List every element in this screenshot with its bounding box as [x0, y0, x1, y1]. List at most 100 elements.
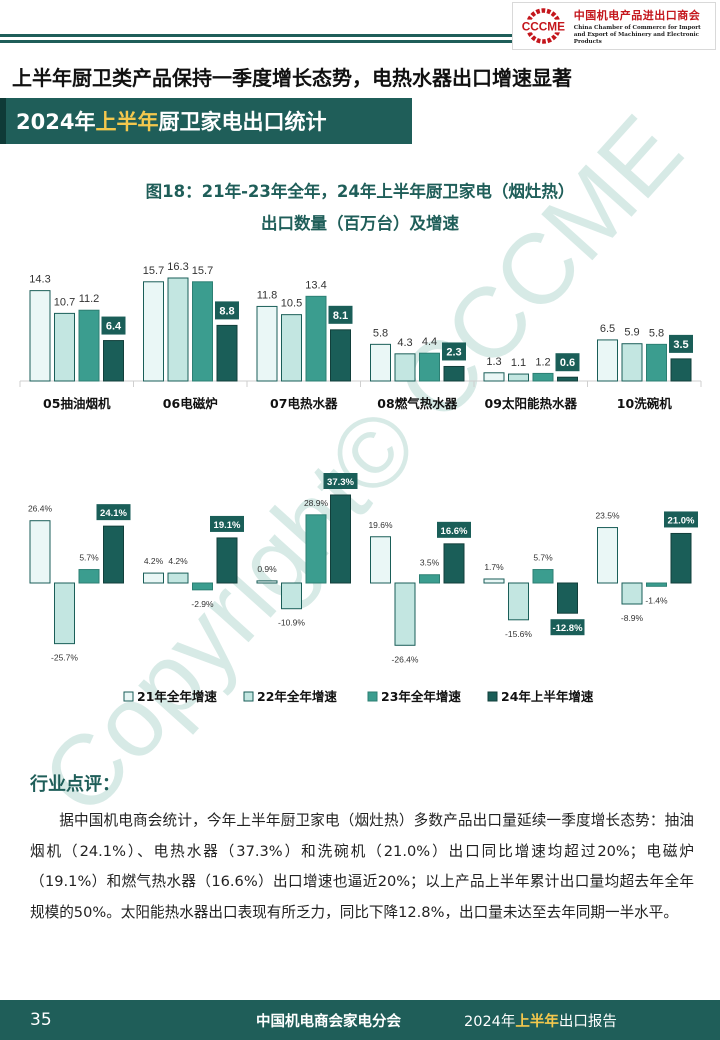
- quantity-data-label: 0.6: [560, 357, 575, 369]
- growth-data-label: 1.7%: [484, 562, 504, 572]
- quantity-data-label: 3.5: [673, 339, 688, 351]
- category-label: 10洗碗机: [617, 396, 672, 411]
- growth-data-label: 19.6%: [368, 520, 393, 530]
- growth-data-label: 23.5%: [595, 511, 620, 521]
- legend-label: 22年全年增速: [257, 689, 337, 704]
- growth-data-label: 28.9%: [304, 498, 329, 508]
- growth-data-label: 26.4%: [28, 504, 53, 514]
- growth-data-label: -12.8%: [552, 623, 583, 634]
- quantity-data-label: 10.5: [281, 298, 302, 310]
- quantity-bar: [78, 309, 100, 382]
- legend-swatch: [487, 691, 498, 702]
- quantity-label-box: [555, 353, 580, 372]
- quantity-data-label: 11.2: [79, 293, 100, 305]
- growth-data-label: 24.1%: [100, 508, 127, 519]
- quantity-label-box: [101, 316, 126, 335]
- figure-title-line1: 图18：21年-23年全年，24年上半年厨卫家电（烟灶热）: [145, 182, 575, 201]
- quantity-bar: [419, 352, 440, 382]
- category-label: 08燃气热水器: [377, 396, 457, 411]
- growth-label-box: [323, 473, 358, 489]
- quantity-data-label: 5.8: [649, 327, 664, 339]
- growth-bar: [419, 574, 440, 584]
- growth-bar: [256, 580, 278, 584]
- growth-data-label: 0.9%: [257, 564, 277, 574]
- quantity-data-label: 2.3: [446, 346, 461, 358]
- growth-data-label: 16.6%: [441, 526, 468, 537]
- quantity-data-label: 13.4: [305, 279, 326, 291]
- quantity-label-box: [328, 305, 353, 324]
- quantity-bar: [597, 339, 618, 382]
- growth-bar: [192, 582, 213, 591]
- footer-report-prefix: 2024年: [464, 1013, 516, 1030]
- growth-label-box: [437, 521, 471, 538]
- quantity-bar: [483, 372, 505, 382]
- growth-data-label: 21.0%: [668, 515, 695, 526]
- growth-bar: [508, 582, 529, 621]
- growth-bar: [557, 582, 578, 614]
- quantity-bar: [557, 376, 578, 382]
- legend-swatch: [367, 691, 378, 702]
- quantity-bar: [143, 281, 164, 382]
- legend-swatch: [123, 691, 134, 702]
- footer-org: 中国机电商会家电分会: [256, 1013, 401, 1030]
- growth-bar: [103, 525, 124, 584]
- cccme-logo: CCCME 中国机电产品进出口商会 China Chamber of Comme…: [512, 2, 716, 50]
- comment-body: 据中国机电商会统计，今年上半年厨卫家电（烟灶热）多数产品出口量延续一季度增长态势…: [30, 812, 694, 921]
- quantity-label-box: [215, 301, 239, 320]
- growth-data-label: -10.9%: [278, 618, 305, 628]
- growth-bar: [597, 527, 618, 584]
- quantity-data-label: 15.7: [192, 265, 213, 277]
- category-label: 06电磁炉: [163, 396, 218, 411]
- quantity-data-label: 1.2: [535, 356, 550, 368]
- svg-text:CCCME: CCCME: [522, 20, 565, 34]
- category-label: 07电热水器: [270, 396, 338, 411]
- growth-data-label: -15.6%: [505, 629, 532, 639]
- quantity-bar: [443, 365, 465, 382]
- quantity-data-label: 8.8: [219, 305, 234, 317]
- growth-bar: [532, 569, 554, 584]
- growth-data-label: 37.3%: [327, 477, 354, 488]
- quantity-bar: [394, 353, 416, 382]
- growth-data-label: -8.9%: [621, 613, 644, 623]
- quantity-data-label: 10.7: [54, 296, 75, 308]
- growth-bar: [281, 582, 302, 610]
- quantity-label-box: [669, 334, 693, 353]
- quantity-data-label: 15.7: [143, 265, 164, 277]
- quantity-bar: [167, 277, 189, 382]
- page-title: 上半年厨卫类产品保持一季度增长态势，电热水器出口增速显著: [12, 66, 572, 90]
- growth-bar: [216, 537, 238, 584]
- growth-data-label: 5.7%: [79, 553, 99, 563]
- growth-bar: [370, 536, 391, 584]
- quantity-bar: [330, 329, 351, 382]
- quantity-bar: [508, 373, 529, 382]
- quantity-data-label: 8.1: [333, 310, 348, 322]
- quantity-bar: [305, 295, 327, 382]
- growth-data-label: 3.5%: [420, 558, 440, 568]
- growth-data-label: 4.2%: [168, 556, 188, 566]
- quantity-data-label: 5.9: [624, 327, 639, 339]
- growth-label-box: [210, 515, 244, 532]
- section-highlight: 上半年: [95, 110, 159, 134]
- comment-title: 行业点评：: [30, 774, 120, 795]
- footer-report: 2024年上半年出口报告: [464, 1010, 617, 1031]
- growth-bar: [443, 543, 465, 584]
- footer-report-suffix: 出口报告: [558, 1013, 617, 1030]
- quantity-data-label: 11.8: [257, 289, 278, 301]
- growth-label-box: [96, 504, 131, 521]
- quantity-bar: [103, 340, 124, 382]
- growth-bar: [330, 494, 351, 584]
- growth-label-box: [550, 619, 585, 636]
- growth-bar: [483, 578, 505, 584]
- quantity-bar: [54, 312, 75, 382]
- cccme-logo-icon: CCCME: [518, 8, 568, 44]
- figure-title-line2: 出口数量（百万台）及增速: [261, 214, 459, 233]
- category-label: 05抽油烟机: [43, 396, 111, 411]
- page-number: 35: [30, 1010, 52, 1030]
- quantity-bar: [532, 372, 554, 382]
- quantity-data-label: 14.3: [29, 274, 50, 286]
- growth-bar: [621, 582, 643, 605]
- growth-data-label: -26.4%: [392, 654, 419, 664]
- quantity-data-label: 6.5: [600, 323, 615, 335]
- legend-label: 23年全年增速: [381, 689, 461, 704]
- growth-bar: [54, 582, 75, 645]
